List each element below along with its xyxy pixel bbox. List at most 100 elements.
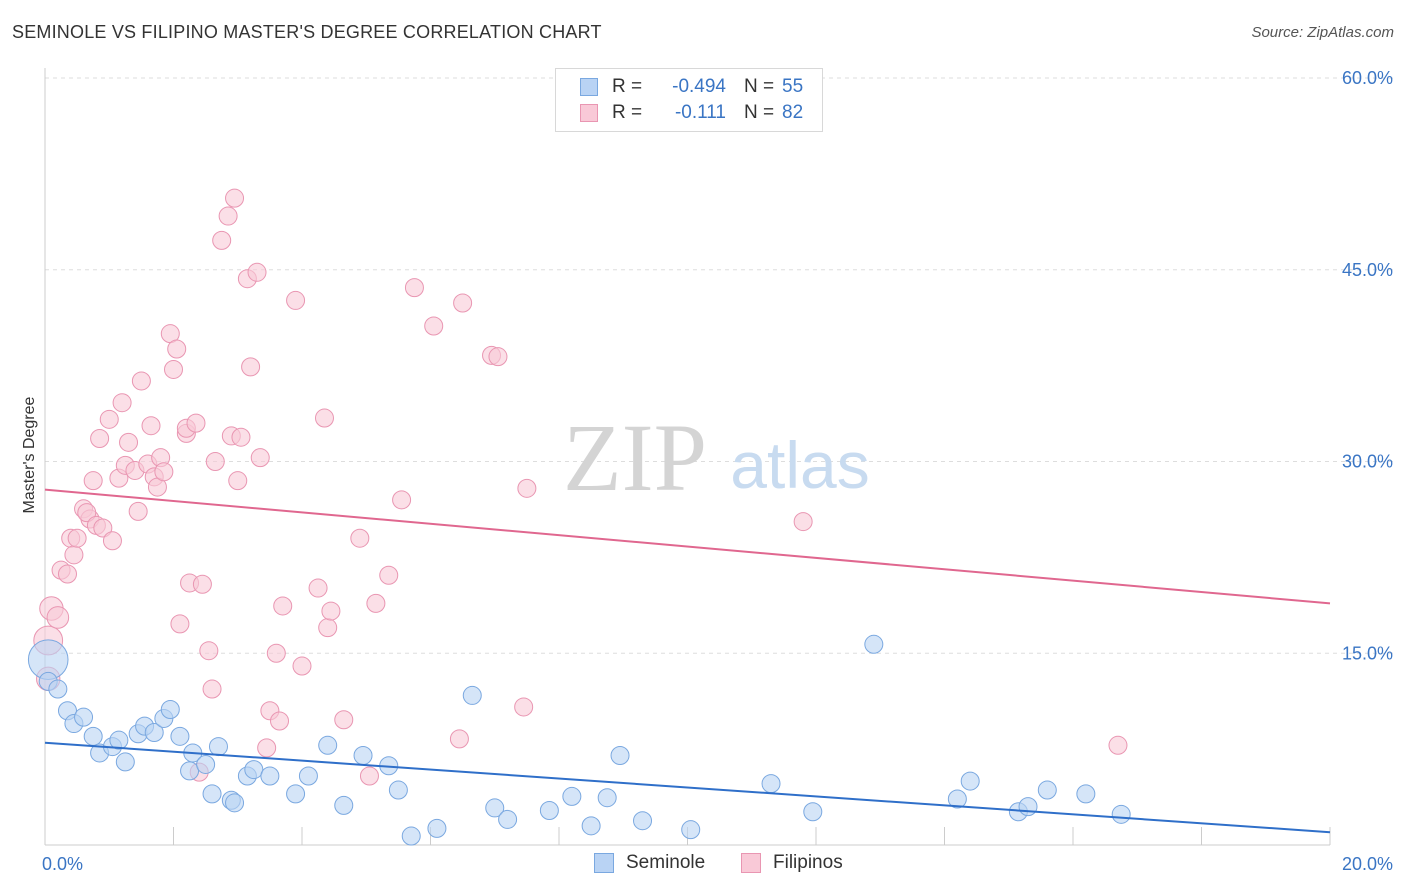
- seminole-point: [462, 685, 482, 705]
- filipinos-point: [257, 738, 277, 758]
- seminole-point: [48, 679, 68, 699]
- filipinos-point: [247, 262, 267, 282]
- seminole-n-value: 55: [782, 76, 804, 97]
- watermark-atlas: atlas: [730, 428, 869, 502]
- seminole-point: [196, 754, 216, 774]
- x-tick-label: 20.0%: [1342, 854, 1393, 874]
- filipinos-point: [266, 643, 286, 663]
- filipinos-point: [67, 528, 87, 548]
- seminole-point: [318, 735, 338, 755]
- filipinos-point: [250, 448, 270, 468]
- bottom-legend: Seminole Filipinos: [0, 852, 1406, 878]
- filipinos-point: [119, 432, 139, 452]
- filipinos-point: [99, 409, 119, 429]
- filipinos-point: [202, 679, 222, 699]
- filipinos-point: [392, 490, 412, 510]
- legend-label-seminole: Seminole: [626, 852, 706, 873]
- y-tick-label: 60.0%: [1342, 68, 1393, 88]
- filipinos-point: [90, 428, 110, 448]
- filipinos-point: [424, 316, 444, 336]
- seminole-point: [960, 771, 980, 791]
- filipinos-point: [141, 416, 161, 436]
- seminole-point: [539, 800, 559, 820]
- seminole-point: [947, 789, 967, 809]
- filipinos-point: [366, 593, 386, 613]
- seminole-point: [180, 761, 200, 781]
- seminole-point: [1076, 784, 1096, 804]
- filipinos-n-value: 82: [782, 102, 804, 123]
- filipinos-point: [154, 462, 174, 482]
- filipinos-point: [453, 293, 473, 313]
- n-label: N =: [744, 76, 775, 97]
- seminole-r-value: -0.494: [672, 76, 726, 97]
- legend-label-filipinos: Filipinos: [773, 852, 843, 873]
- seminole-point: [803, 802, 823, 822]
- filipinos-point: [128, 501, 148, 521]
- seminole-point: [864, 634, 884, 654]
- filipinos-swatch: [580, 104, 598, 122]
- seminole-point: [1037, 780, 1057, 800]
- filipinos-point: [379, 565, 399, 585]
- r-label: R =: [612, 102, 643, 123]
- seminole-point: [334, 795, 354, 815]
- seminole-point: [74, 707, 94, 727]
- stats-legend-box: R = -0.494 N = 55 R = -0.111 N = 82: [555, 68, 823, 132]
- filipinos-point: [350, 528, 370, 548]
- seminole-point: [244, 760, 264, 780]
- watermark: ZIP atlas: [563, 404, 870, 511]
- seminole-point: [485, 798, 505, 818]
- filipinos-legend-swatch: [741, 853, 761, 873]
- seminole-point: [498, 809, 518, 829]
- filipinos-point: [77, 503, 97, 523]
- y-tick-label: 15.0%: [1342, 643, 1393, 663]
- filipinos-point: [199, 641, 219, 661]
- filipinos-point: [308, 578, 328, 598]
- seminole-trend-line: [44, 741, 1331, 834]
- axes: [44, 68, 1331, 846]
- filipinos-point: [241, 357, 261, 377]
- filipinos-point: [205, 452, 225, 471]
- filipinos-point: [228, 471, 248, 491]
- filipinos-point: [270, 711, 290, 731]
- x-tick-label: 0.0%: [42, 854, 83, 874]
- source-label: Source: ZipAtlas.com: [1251, 24, 1394, 41]
- filipinos-point: [57, 564, 77, 584]
- filipinos-point: [321, 601, 341, 621]
- filipinos-point: [514, 697, 534, 717]
- filipinos-trend-line: [44, 488, 1331, 605]
- seminole-legend-swatch: [594, 853, 614, 873]
- filipinos-point: [212, 230, 232, 250]
- filipinos-point: [286, 290, 306, 310]
- seminole-point: [633, 811, 653, 831]
- seminole-point: [761, 774, 781, 794]
- filipinos-point: [334, 710, 354, 730]
- filipinos-point: [186, 413, 206, 433]
- filipinos-point: [164, 359, 183, 379]
- filipinos-point: [192, 574, 212, 594]
- seminole-point: [1018, 797, 1038, 817]
- filipinos-point: [517, 478, 537, 498]
- filipinos-point: [231, 427, 251, 447]
- filipinos-point: [488, 347, 508, 367]
- trend-lines: [44, 488, 1331, 834]
- watermark-zip: ZIP: [563, 404, 707, 511]
- seminole-point: [286, 784, 306, 804]
- filipinos-point: [292, 656, 312, 676]
- legend-item-filipinos[interactable]: Filipinos: [741, 852, 843, 874]
- filipinos-point: [167, 339, 187, 359]
- seminole-point: [144, 723, 164, 743]
- filipinos-point: [93, 518, 113, 538]
- filipinos-point: [112, 393, 132, 413]
- seminole-point: [610, 746, 630, 766]
- filipinos-r-value: -0.111: [674, 102, 726, 123]
- y-axis-label: Master's Degree: [21, 396, 38, 514]
- seminole-point: [160, 699, 180, 719]
- filipinos-point: [102, 531, 122, 551]
- legend-item-seminole[interactable]: Seminole: [594, 852, 705, 874]
- y-tick-label: 45.0%: [1342, 260, 1393, 280]
- seminole-point: [388, 780, 408, 800]
- n-label: N =: [744, 102, 775, 123]
- filipinos-point: [218, 206, 238, 226]
- seminole-point: [298, 766, 318, 786]
